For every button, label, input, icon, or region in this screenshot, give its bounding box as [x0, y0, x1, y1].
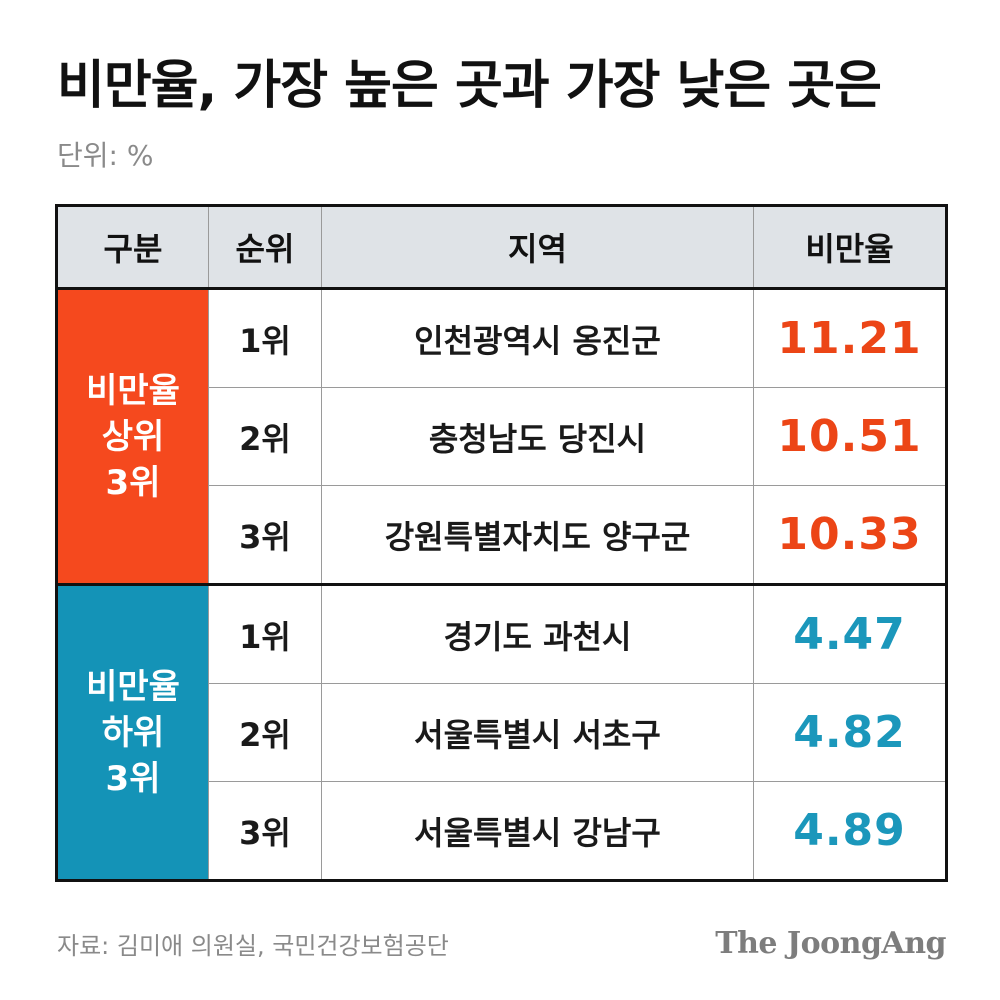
obesity-rate-value: 11.21 [753, 287, 947, 388]
table-row: 비만율 상위 3위 1위 인천광역시 옹진군 11.21 [56, 287, 947, 585]
rank-cell: 1위 [208, 583, 322, 684]
page-title: 비만율, 가장 높은 곳과 가장 낮은 곳은 [57, 56, 882, 116]
rank-cell: 3위 [208, 781, 322, 881]
group-label-line: 하위 [101, 712, 165, 753]
source-note: 자료: 김미애 의원실, 국민건강보험공단 [57, 932, 449, 960]
region-cell: 경기도 과천시 [321, 583, 754, 684]
group-label-line: 비만율 [86, 666, 180, 707]
table-row: 3위 서울특별시 강남구 4.89 [57, 781, 947, 881]
table-row: 2위 충청남도 당진시 10.51 [57, 387, 947, 486]
rank-cell: 3위 [208, 485, 322, 585]
group-label-line: 3위 [105, 758, 161, 799]
group-label-top: 비만율 상위 3위 [56, 287, 209, 585]
header-region: 지역 [321, 205, 754, 290]
group-label-line: 상위 [101, 416, 165, 457]
rank-cell: 2위 [208, 387, 322, 486]
rank-cell: 2위 [208, 683, 322, 782]
region-cell: 충청남도 당진시 [321, 387, 754, 486]
header-rank: 순위 [208, 205, 322, 290]
region-cell: 서울특별시 강남구 [321, 781, 754, 881]
obesity-rate-table: 구분 순위 지역 비만율 비만율 상위 3위 1위 인천광역시 옹진군 11.2… [55, 204, 948, 882]
region-cell: 강원특별자치도 양구군 [321, 485, 754, 585]
region-cell: 서울특별시 서초구 [321, 683, 754, 782]
obesity-rate-value: 10.33 [753, 485, 947, 585]
obesity-rate-value: 10.51 [753, 387, 947, 486]
table-header-row: 구분 순위 지역 비만율 [56, 205, 947, 290]
obesity-rate-value: 4.82 [753, 683, 947, 782]
publisher-logo: The JoongAng [715, 926, 946, 961]
group-label-line: 비만율 [86, 370, 180, 411]
region-cell: 인천광역시 옹진군 [321, 287, 754, 388]
header-category: 구분 [56, 205, 209, 290]
obesity-rate-value: 4.89 [753, 781, 947, 881]
obesity-rate-value: 4.47 [753, 583, 947, 684]
table-row: 비만율 하위 3위 1위 경기도 과천시 4.47 [56, 583, 947, 881]
rank-cell: 1위 [208, 287, 322, 388]
unit-label: 단위: % [57, 139, 154, 172]
group-label-line: 3위 [105, 462, 161, 503]
group-label-bottom: 비만율 하위 3위 [56, 583, 209, 881]
header-obesity-rate: 비만율 [753, 205, 947, 290]
table-row: 2위 서울특별시 서초구 4.82 [57, 683, 947, 782]
